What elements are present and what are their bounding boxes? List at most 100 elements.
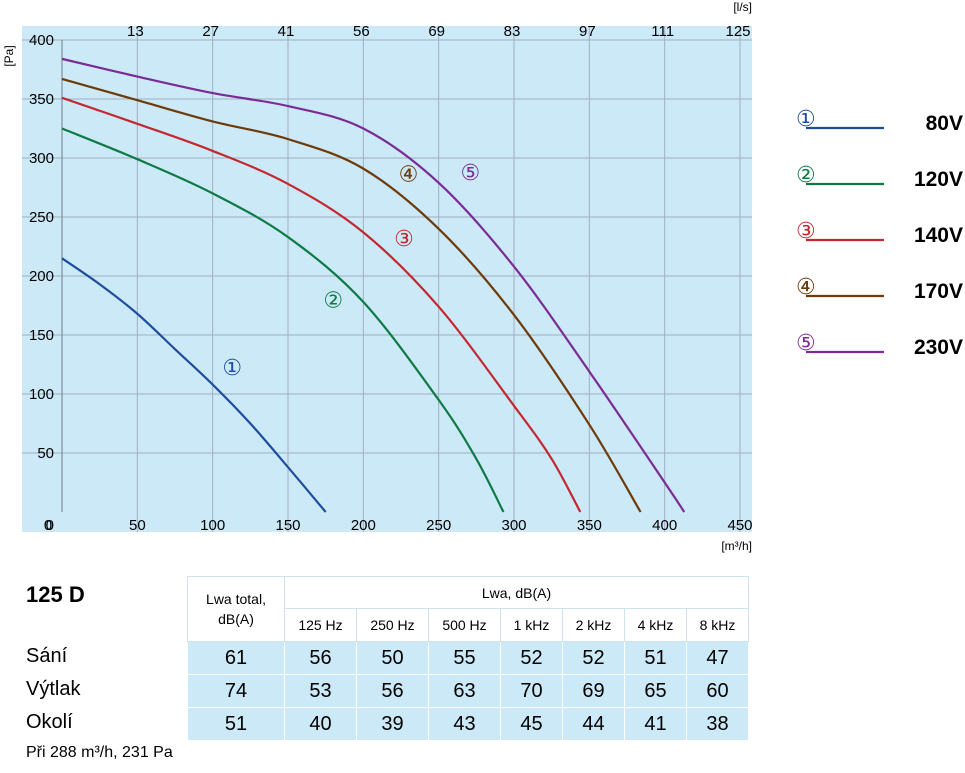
table-cell: 50 xyxy=(356,641,429,675)
curve-1 xyxy=(61,257,327,513)
legend-marker-1: ① xyxy=(796,107,816,132)
x-tick-label: 250 xyxy=(426,517,451,534)
table-row: 61 56 50 55 52 52 51 47 xyxy=(187,641,749,675)
row-label: Výtlak xyxy=(26,678,81,700)
header-total-line1: Lwa total, xyxy=(206,591,266,607)
sound-values: 61 56 50 55 52 52 51 47 74 53 56 63 70 69 65 60 51 40 39 43… xyxy=(187,641,749,741)
y-tick-label: 50 xyxy=(37,445,54,462)
table-cell: 52 xyxy=(562,641,625,675)
legend-marker-5: ⑤ xyxy=(796,331,816,356)
table-cell: 39 xyxy=(356,707,429,741)
curve-label-1: ① xyxy=(222,356,242,381)
curve-label-2: ② xyxy=(323,289,343,314)
header-total-line2: dB(A) xyxy=(218,611,254,627)
table-cell: 51 xyxy=(187,707,285,741)
curves: ① ② ③ ④ ⑤ xyxy=(61,57,686,513)
plot-background xyxy=(22,26,752,532)
gridlines xyxy=(22,26,752,532)
table-cell: 61 xyxy=(187,641,285,675)
y-tick-label: 0 xyxy=(46,517,54,534)
table-cell: 56 xyxy=(284,641,357,675)
curve-4 xyxy=(61,77,642,513)
table-cell: 38 xyxy=(686,707,749,741)
y-axis-label: [Pa] xyxy=(2,45,16,66)
table-cell: 60 xyxy=(686,674,749,708)
table-cell: 65 xyxy=(624,674,687,708)
table-cell: 45 xyxy=(500,707,563,741)
x-tick-label: 0 xyxy=(44,517,52,534)
legend-voltage-5: 230V xyxy=(914,336,963,359)
x2-tick-label: 111 xyxy=(651,23,674,40)
table-cell: 55 xyxy=(428,641,501,675)
table-cell: 43 xyxy=(428,707,501,741)
table-cell: 41 xyxy=(624,707,687,741)
legend-marker-2: ② xyxy=(796,163,816,188)
sound-table: Lwa total, dB(A) Lwa, dB(A) 125 Hz 250 Hz… xyxy=(187,576,749,741)
table-cell: 53 xyxy=(284,674,357,708)
table-cell: 69 xyxy=(562,674,625,708)
y-tick-label: 300 xyxy=(29,150,54,167)
tick-labels: 0 50 100 150 200 250 300 350 400 4500501001502002… xyxy=(29,23,753,534)
table-cell: 63 xyxy=(428,674,501,708)
legend-marker-4: ④ xyxy=(796,275,816,300)
curve-label-5: ⑤ xyxy=(460,161,480,186)
table-cell: 52 xyxy=(500,641,563,675)
table-cell: 51 xyxy=(624,641,687,675)
table-cell: 56 xyxy=(356,674,429,708)
band-header: 1 kHz xyxy=(500,608,563,642)
footnote: Při 288 m³/h, 231 Pa xyxy=(26,744,173,761)
y-tick-label: 400 xyxy=(29,32,54,49)
x-tick-label: 350 xyxy=(577,517,602,534)
band-header: 500 Hz xyxy=(428,608,501,642)
x2-tick-label: 83 xyxy=(504,23,521,40)
band-header: 250 Hz xyxy=(356,608,429,642)
curve-label-3: ③ xyxy=(394,227,414,252)
table-cell: 40 xyxy=(284,707,357,741)
x2-tick-label: 69 xyxy=(428,23,445,40)
x2-tick-label: 97 xyxy=(579,23,596,40)
curve-5 xyxy=(61,57,686,513)
table-cell: 74 xyxy=(187,674,285,708)
y-tick-label: 150 xyxy=(29,327,54,344)
band-header: 8 kHz xyxy=(686,608,749,642)
x-tick-label: 400 xyxy=(652,517,677,534)
model-name: 125 D xyxy=(26,582,85,607)
band-header: 2 kHz xyxy=(562,608,625,642)
x-tick-label: 450 xyxy=(727,517,752,534)
y-tick-label: 250 xyxy=(29,209,54,226)
legend-voltage-1: 80V xyxy=(926,112,963,135)
y-tick-label: 200 xyxy=(29,268,54,285)
band-header: 125 Hz xyxy=(284,608,357,642)
x-tick-label: 100 xyxy=(200,517,225,534)
x2-tick-label: 125 xyxy=(725,23,750,40)
x-tick-label: 50 xyxy=(129,517,146,534)
y-tick-label: 100 xyxy=(29,386,54,403)
x-tick-label: 300 xyxy=(501,517,526,534)
legend-marker-3: ③ xyxy=(796,219,816,244)
row-label: Okolí xyxy=(26,711,73,733)
x-tick-label: 200 xyxy=(351,517,376,534)
table-cell: 70 xyxy=(500,674,563,708)
x-tick-label: 150 xyxy=(275,517,300,534)
table-row: 74 53 56 63 70 69 65 60 xyxy=(187,674,749,708)
curve-label-4: ④ xyxy=(399,162,419,187)
row-label: Sání xyxy=(26,645,68,667)
legend-voltage-3: 140V xyxy=(914,224,963,247)
x-axis-label: [m³/h] xyxy=(721,539,752,553)
x2-tick-label: 27 xyxy=(202,23,219,40)
legend-voltage-4: 170V xyxy=(914,280,963,303)
x2-axis-label: [l/s] xyxy=(733,0,752,14)
table-row: 51 40 39 43 45 44 41 38 xyxy=(187,707,749,741)
x2-tick-label: 56 xyxy=(353,23,370,40)
x2-tick-label: 41 xyxy=(278,23,295,40)
header-total: Lwa total, dB(A) xyxy=(187,576,285,642)
band-header: 4 kHz xyxy=(624,608,687,642)
curve-2 xyxy=(61,127,505,513)
y-tick-label: 350 xyxy=(29,91,54,108)
row-labels: Sání Výtlak Okolí xyxy=(26,640,80,739)
legend: ① 80V ② 120V ③ 140V ④ 170V ⑤ 230V xyxy=(796,107,963,359)
x2-tick-label: 13 xyxy=(127,23,144,40)
table-cell: 44 xyxy=(562,707,625,741)
curve-3 xyxy=(61,96,582,513)
